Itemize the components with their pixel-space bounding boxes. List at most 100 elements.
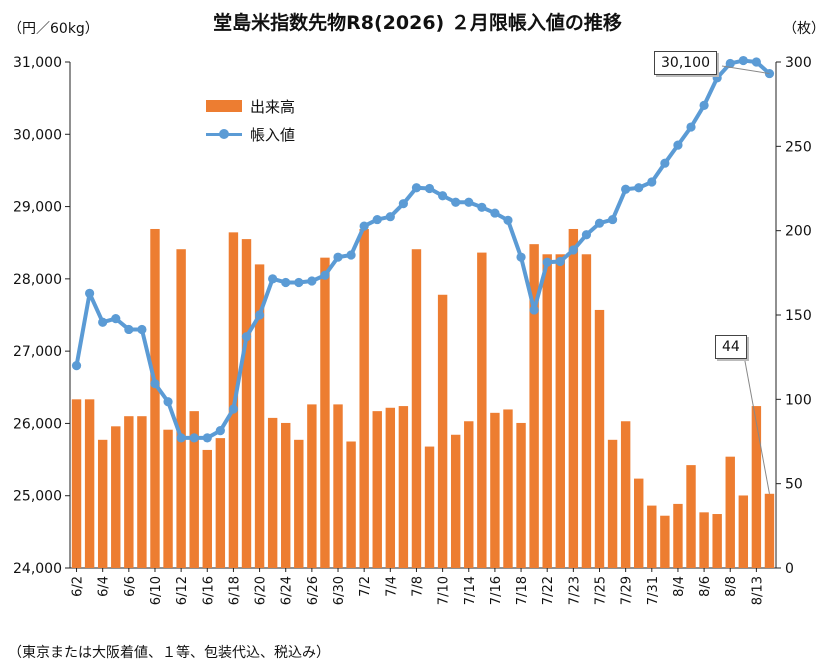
volume-bar	[267, 417, 278, 568]
volume-bar	[333, 404, 343, 568]
price-point	[751, 57, 761, 67]
volume-bar	[215, 438, 226, 568]
volume-bar	[97, 439, 108, 568]
price-point	[163, 397, 173, 407]
price-point	[268, 274, 278, 284]
volume-bar	[176, 249, 186, 568]
volume-bar	[346, 441, 356, 568]
price-point	[320, 270, 330, 280]
legend-item-price: 帳入値	[206, 120, 295, 148]
price-point	[464, 197, 474, 207]
right-axis-unit: （枚）	[783, 21, 825, 37]
price-point	[581, 230, 592, 240]
x-tick-label: 7/22	[541, 576, 556, 605]
x-tick-label: 8/6	[698, 576, 713, 597]
volume-bar	[673, 503, 683, 568]
price-point	[673, 140, 683, 150]
left-tick-label: 28,000	[13, 272, 62, 288]
price-point	[71, 361, 82, 371]
price-point	[85, 288, 95, 298]
x-tick-label: 6/10	[149, 576, 164, 605]
left-tick-label: 24,000	[13, 561, 62, 577]
volume-bar	[542, 254, 552, 568]
price-point	[294, 277, 304, 288]
x-tick-label: 8/13	[750, 576, 765, 605]
volume-bar	[189, 411, 199, 568]
left-tick-label: 29,000	[13, 200, 62, 216]
price-point	[307, 276, 317, 286]
price-point	[647, 177, 657, 187]
x-tick-label: 6/6	[123, 576, 138, 597]
volume-bar	[294, 439, 304, 568]
left-tick-label: 31,000	[13, 55, 62, 71]
price-point	[150, 379, 160, 389]
callout-volume-leader	[741, 344, 770, 494]
volume-bar	[751, 406, 762, 568]
left-tick-label: 30,000	[13, 127, 62, 143]
price-point	[346, 250, 356, 260]
x-tick-label: 6/4	[97, 576, 112, 597]
x-tick-label: 6/26	[306, 576, 321, 605]
price-point	[660, 158, 670, 168]
volume-bar	[359, 228, 369, 569]
price-point	[215, 426, 225, 436]
volume-bar	[424, 446, 435, 568]
volume-bar	[150, 228, 160, 569]
footnote: （東京または大阪着値、１等、包装代込、税込み）	[8, 645, 330, 661]
right-tick-label: 50	[785, 477, 803, 493]
price-point	[451, 197, 461, 207]
x-tick-label: 7/10	[437, 576, 452, 605]
volume-bar	[699, 512, 709, 568]
price-point	[477, 202, 487, 212]
price-point	[228, 404, 239, 414]
right-tick-label: 150	[785, 308, 812, 324]
volume-bar	[764, 493, 775, 568]
volume-bar	[607, 439, 618, 568]
volume-bar	[647, 505, 657, 568]
price-point	[333, 252, 343, 262]
price-point	[555, 256, 565, 267]
x-tick-label: 6/30	[332, 576, 347, 605]
right-tick-label: 200	[785, 224, 812, 240]
price-point	[490, 208, 500, 218]
x-tick-label: 7/2	[358, 576, 373, 597]
price-point	[712, 73, 722, 83]
price-point	[411, 183, 422, 193]
right-tick-label: 250	[785, 139, 812, 155]
right-tick-label: 300	[785, 55, 812, 71]
volume-bar	[503, 409, 513, 568]
legend-label-volume: 出来高	[250, 97, 296, 116]
volume-bar	[202, 449, 212, 568]
price-point	[516, 252, 526, 262]
left-tick-label: 26,000	[13, 416, 62, 432]
x-tick-label: 8/8	[724, 576, 739, 597]
callout-price-leader	[721, 65, 770, 75]
volume-bar	[111, 426, 121, 568]
x-tick-label: 7/18	[515, 576, 530, 605]
right-tick-label: 100	[785, 392, 812, 408]
price-point	[398, 199, 408, 209]
volume-bar	[686, 465, 696, 568]
price-point	[725, 58, 735, 69]
legend-label-price: 帳入値	[250, 125, 296, 144]
price-point	[137, 324, 147, 335]
x-tick-label: 7/31	[646, 576, 661, 605]
price-point	[568, 245, 578, 255]
price-point	[111, 314, 121, 324]
x-tick-label: 7/14	[463, 576, 478, 605]
volume-bar	[84, 399, 95, 568]
callout-last-volume: 44	[715, 335, 747, 359]
legend-item-volume: 出来高	[206, 92, 295, 120]
volume-bar	[568, 228, 579, 569]
x-tick-label: 6/24	[280, 576, 295, 605]
price-point	[202, 433, 212, 443]
volume-bar	[738, 495, 749, 568]
price-point	[359, 221, 369, 231]
volume-bar	[581, 254, 592, 568]
volume-bar	[281, 422, 291, 568]
price-point	[607, 214, 618, 225]
price-point	[634, 183, 644, 193]
volume-bar	[320, 257, 330, 568]
volume-bar	[529, 244, 539, 568]
volume-bar	[516, 422, 526, 568]
